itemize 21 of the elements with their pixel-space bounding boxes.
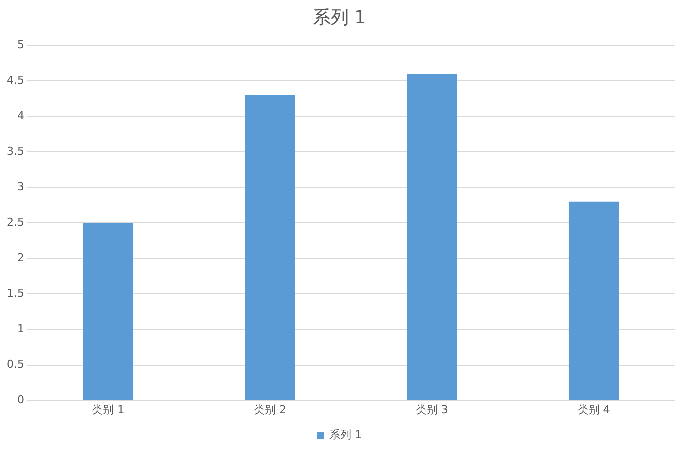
y-tick-label: 1.5 <box>6 287 24 300</box>
y-tick-label: 5 <box>17 38 24 52</box>
x-tick-label: 类别 3 <box>416 403 448 416</box>
x-tick-label: 类别 2 <box>254 403 287 416</box>
y-tick-label: 4 <box>17 110 24 122</box>
legend-label: 系列 1 <box>330 428 362 442</box>
bar <box>568 202 620 400</box>
y-tick-label: 4.5 <box>6 74 24 87</box>
bar <box>245 95 296 400</box>
y-tick-label: 0.5 <box>6 358 24 372</box>
bar <box>83 223 134 400</box>
x-tick-label: 类别 4 <box>578 403 610 416</box>
bar <box>407 74 458 400</box>
y-tick-label: 3.5 <box>6 145 24 158</box>
y-tick-label: 2 <box>17 252 24 265</box>
x-tick-label: 类别 1 <box>92 403 125 416</box>
y-tick-label: 0 <box>17 394 24 407</box>
y-tick-label: 1 <box>17 322 24 336</box>
y-tick-label: 2.5 <box>6 216 24 230</box>
y-tick-label: 3 <box>17 180 24 194</box>
chart-title: 系列 1 <box>312 7 366 28</box>
